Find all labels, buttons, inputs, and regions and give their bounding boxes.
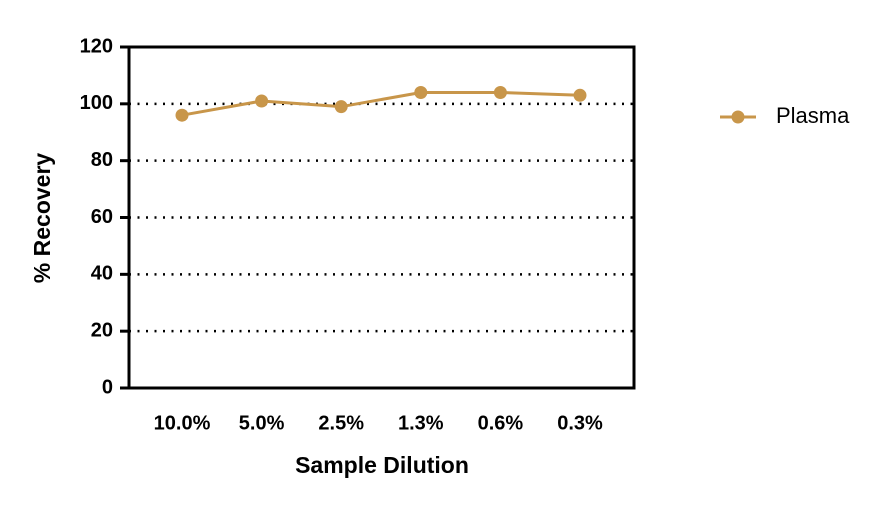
data-point bbox=[493, 85, 507, 99]
legend-label: Plasma bbox=[776, 103, 850, 128]
data-line bbox=[181, 90, 581, 117]
y-tick-label: 120 bbox=[80, 35, 113, 57]
y-tick-label: 80 bbox=[91, 149, 113, 171]
data-point bbox=[175, 108, 189, 122]
x-tick-label: 5.0% bbox=[239, 412, 285, 434]
legend-marker bbox=[731, 110, 745, 124]
data-point bbox=[255, 94, 269, 108]
y-tick-label: 100 bbox=[80, 92, 113, 114]
y-axis-label: % Recovery bbox=[29, 153, 55, 284]
x-tick-label: 2.5% bbox=[318, 412, 364, 434]
x-tick-label: 0.3% bbox=[557, 412, 603, 434]
x-tick-label: 1.3% bbox=[398, 412, 444, 434]
y-tick-label: 0 bbox=[102, 376, 113, 398]
y-tick-label: 40 bbox=[91, 263, 113, 285]
y-tick-label: 60 bbox=[91, 206, 113, 228]
x-tick-label: 0.6% bbox=[478, 412, 524, 434]
data-point bbox=[573, 88, 587, 102]
plot-frame bbox=[127, 45, 636, 390]
x-axis-label: Sample Dilution bbox=[295, 452, 469, 478]
x-tick-label: 10.0% bbox=[154, 412, 211, 434]
data-point bbox=[334, 100, 348, 114]
data-point bbox=[414, 85, 428, 99]
y-tick-label: 20 bbox=[91, 319, 113, 341]
